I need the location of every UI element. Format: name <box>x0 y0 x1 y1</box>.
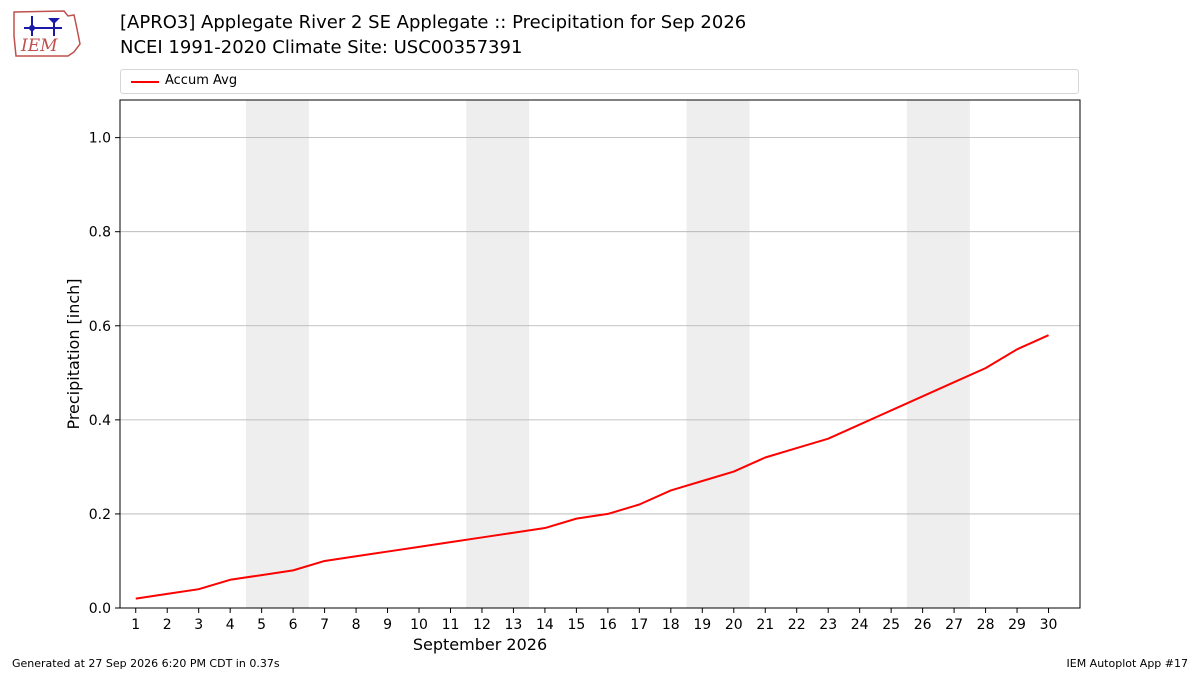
x-tick-label: 10 <box>410 617 428 633</box>
x-tick-label: 17 <box>630 617 648 633</box>
x-tick-label: 23 <box>819 617 837 633</box>
y-tick-label: 0.8 <box>89 225 111 241</box>
plot-area-frame <box>119 99 1081 609</box>
legend-line-swatch <box>131 81 159 83</box>
x-tick-label: 19 <box>693 617 711 633</box>
x-tick-label: 22 <box>788 617 806 633</box>
x-tick-label: 11 <box>442 617 460 633</box>
x-tick-label: 26 <box>914 617 932 633</box>
y-axis-label: Precipitation [inch] <box>64 278 83 429</box>
x-tick-label: 27 <box>945 617 963 633</box>
iem-logo: IEM <box>13 10 81 57</box>
logo-text: IEM <box>20 36 58 56</box>
x-tick-label: 16 <box>599 617 617 633</box>
x-tick-label: 1 <box>131 617 140 633</box>
weekend-band <box>245 100 309 608</box>
x-tick-label: 4 <box>226 617 235 633</box>
x-tick-label: 20 <box>725 617 743 633</box>
weekend-band <box>686 100 750 608</box>
footer-app-id: IEM Autoplot App #17 <box>1066 657 1189 670</box>
x-tick-label: 18 <box>662 617 680 633</box>
x-tick-label: 28 <box>977 617 995 633</box>
x-tick-label: 2 <box>163 617 172 633</box>
x-tick-label: 14 <box>536 617 554 633</box>
x-tick-label: 25 <box>882 617 900 633</box>
y-tick-label: 1.0 <box>89 131 111 147</box>
series-line-accum-avg <box>135 334 1049 600</box>
x-axis-label: September 2026 <box>413 635 547 654</box>
x-tick-label: 24 <box>851 617 869 633</box>
weekend-band <box>466 100 530 608</box>
chart-legend: Accum Avg <box>120 69 1079 94</box>
x-tick-label: 5 <box>257 617 266 633</box>
legend-label: Accum Avg <box>165 73 238 88</box>
x-tick-label: 6 <box>289 617 298 633</box>
x-tick-label: 7 <box>320 617 329 633</box>
x-tick-label: 21 <box>756 617 774 633</box>
weekend-band <box>906 100 970 608</box>
x-tick-label: 8 <box>352 617 361 633</box>
x-tick-label: 12 <box>473 617 491 633</box>
x-tick-label: 15 <box>567 617 585 633</box>
footer-generated: Generated at 27 Sep 2026 6:20 PM CDT in … <box>12 657 280 670</box>
x-tick-label: 29 <box>1008 617 1026 633</box>
x-tick-label: 30 <box>1040 617 1058 633</box>
chart-title: [APRO3] Applegate River 2 SE Applegate :… <box>120 12 747 33</box>
y-tick-label: 0.4 <box>89 413 111 429</box>
y-tick-label: 0.0 <box>89 601 111 617</box>
chart-subtitle: NCEI 1991-2020 Climate Site: USC00357391 <box>120 37 523 58</box>
x-tick-label: 9 <box>383 617 392 633</box>
y-tick-label: 0.2 <box>89 507 111 523</box>
x-tick-label: 13 <box>505 617 523 633</box>
y-tick-label: 0.6 <box>89 319 111 335</box>
x-tick-label: 3 <box>194 617 203 633</box>
